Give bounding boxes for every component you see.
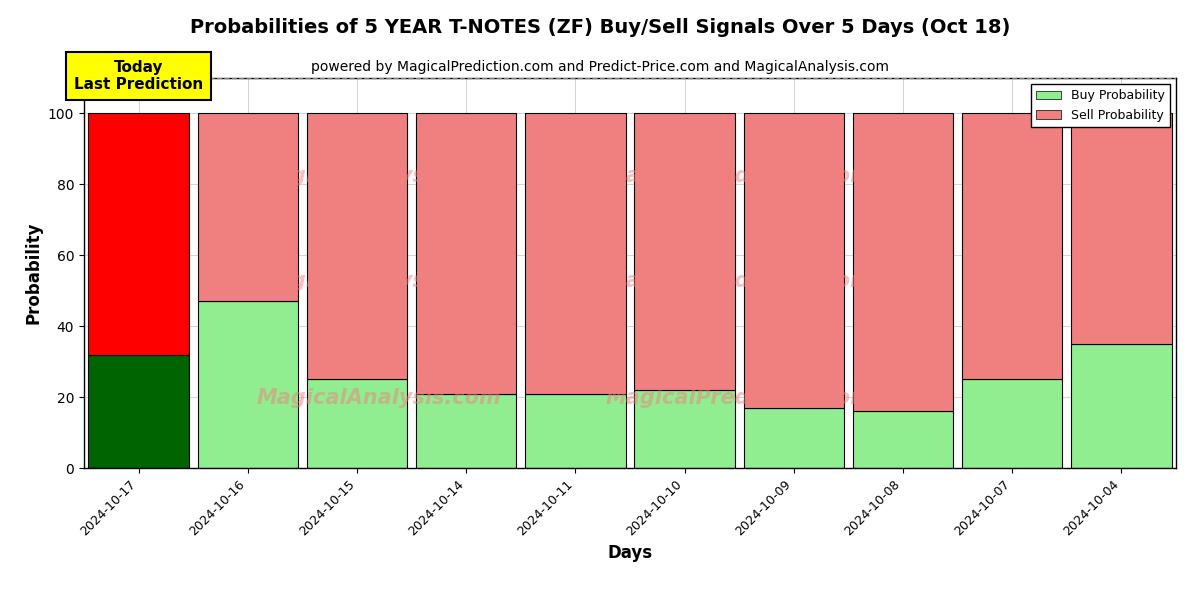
Bar — [962, 113, 1062, 379]
Bar — [526, 113, 625, 394]
Bar — [1072, 113, 1171, 344]
Bar — [416, 113, 516, 394]
Bar — [89, 355, 188, 468]
Bar — [307, 379, 407, 468]
Text: Today
Last Prediction: Today Last Prediction — [74, 60, 203, 92]
Text: MagicalAnalysis.com: MagicalAnalysis.com — [257, 166, 502, 185]
Legend: Buy Probability, Sell Probability: Buy Probability, Sell Probability — [1031, 84, 1170, 127]
Text: MagicalPrediction.com: MagicalPrediction.com — [606, 271, 872, 291]
Bar — [89, 113, 188, 355]
Bar — [635, 390, 734, 468]
Bar — [744, 408, 844, 468]
Bar — [198, 301, 298, 468]
Bar — [635, 113, 734, 390]
Text: Probabilities of 5 YEAR T-NOTES (ZF) Buy/Sell Signals Over 5 Days (Oct 18): Probabilities of 5 YEAR T-NOTES (ZF) Buy… — [190, 18, 1010, 37]
Bar — [526, 394, 625, 468]
Bar — [962, 379, 1062, 468]
Bar — [853, 411, 953, 468]
Y-axis label: Probability: Probability — [24, 222, 42, 324]
Text: MagicalPrediction.com: MagicalPrediction.com — [606, 166, 872, 185]
Text: MagicalAnalysis.com: MagicalAnalysis.com — [257, 271, 502, 291]
Bar — [1072, 344, 1171, 468]
Bar — [744, 113, 844, 408]
Text: MagicalAnalysis.com: MagicalAnalysis.com — [257, 388, 502, 408]
X-axis label: Days: Days — [607, 544, 653, 562]
Bar — [853, 113, 953, 411]
Text: MagicalPrediction.com: MagicalPrediction.com — [606, 388, 872, 408]
Bar — [198, 113, 298, 301]
Bar — [307, 113, 407, 379]
Text: powered by MagicalPrediction.com and Predict-Price.com and MagicalAnalysis.com: powered by MagicalPrediction.com and Pre… — [311, 60, 889, 74]
Bar — [416, 394, 516, 468]
